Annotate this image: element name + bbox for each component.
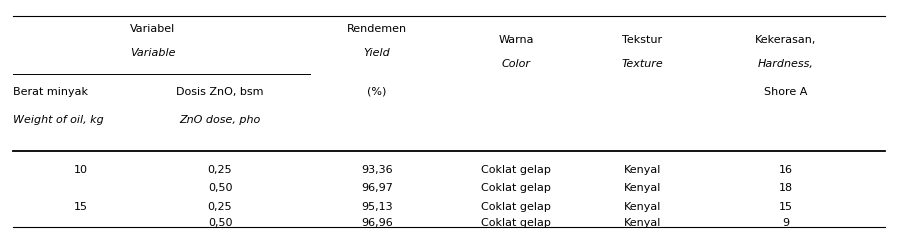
Text: 9: 9 bbox=[782, 219, 789, 228]
Text: 15: 15 bbox=[74, 202, 88, 212]
Text: 0,25: 0,25 bbox=[207, 165, 233, 175]
Text: Variabel: Variabel bbox=[130, 24, 175, 34]
Text: 18: 18 bbox=[779, 183, 793, 193]
Text: Coklat gelap: Coklat gelap bbox=[481, 183, 551, 193]
Text: 16: 16 bbox=[779, 165, 793, 175]
Text: Kenyal: Kenyal bbox=[623, 219, 661, 228]
Text: 0,50: 0,50 bbox=[207, 183, 233, 193]
Text: 96,97: 96,97 bbox=[361, 183, 393, 193]
Text: 96,96: 96,96 bbox=[361, 219, 393, 228]
Text: Coklat gelap: Coklat gelap bbox=[481, 219, 551, 228]
Text: 95,13: 95,13 bbox=[361, 202, 393, 212]
Text: Variable: Variable bbox=[130, 48, 175, 58]
Text: Weight of oil, kg: Weight of oil, kg bbox=[13, 115, 104, 125]
Text: ZnO dose, pho: ZnO dose, pho bbox=[180, 115, 260, 125]
Text: Dosis ZnO, bsm: Dosis ZnO, bsm bbox=[176, 87, 264, 97]
Text: Berat minyak: Berat minyak bbox=[13, 87, 89, 97]
Text: 15: 15 bbox=[779, 202, 793, 212]
Text: Tekstur: Tekstur bbox=[622, 35, 662, 45]
Text: Shore A: Shore A bbox=[764, 87, 807, 97]
Text: Coklat gelap: Coklat gelap bbox=[481, 202, 551, 212]
Text: Kenyal: Kenyal bbox=[623, 183, 661, 193]
Text: 0,25: 0,25 bbox=[207, 202, 233, 212]
Text: Rendemen: Rendemen bbox=[348, 24, 407, 34]
Text: 93,36: 93,36 bbox=[361, 165, 393, 175]
Text: (%): (%) bbox=[367, 87, 387, 97]
Text: Kenyal: Kenyal bbox=[623, 165, 661, 175]
Text: Kenyal: Kenyal bbox=[623, 202, 661, 212]
Text: Yield: Yield bbox=[364, 48, 391, 58]
Text: Warna: Warna bbox=[498, 35, 534, 45]
Text: Hardness,: Hardness, bbox=[758, 59, 814, 69]
Text: 10: 10 bbox=[74, 165, 88, 175]
Text: Coklat gelap: Coklat gelap bbox=[481, 165, 551, 175]
Text: Kekerasan,: Kekerasan, bbox=[755, 35, 816, 45]
Text: Color: Color bbox=[502, 59, 531, 69]
Text: Texture: Texture bbox=[621, 59, 663, 69]
Text: 0,50: 0,50 bbox=[207, 219, 233, 228]
